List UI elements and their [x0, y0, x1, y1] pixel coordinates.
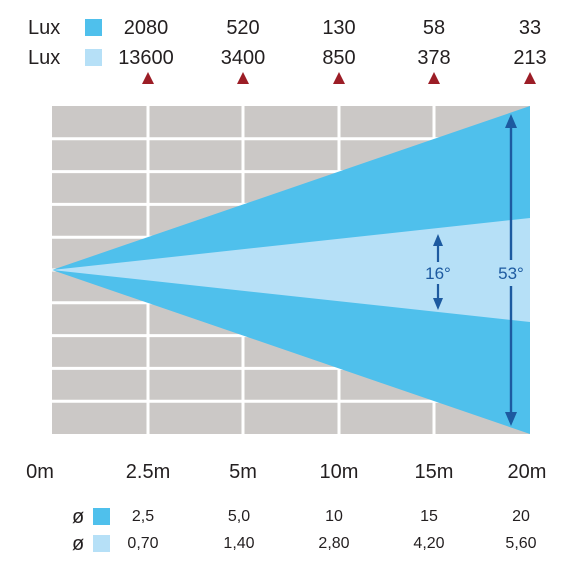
lux-value: 213: [513, 47, 546, 69]
wide-angle-label-bg: [494, 260, 528, 286]
distance-label: 2.5m: [126, 461, 170, 483]
diameter-value: 5,60: [505, 535, 536, 552]
distance-labels: 0m 2.5m 5m 10m 15m 20m: [26, 461, 546, 483]
diameter-row-2-label: ø: [72, 533, 84, 555]
lux-row-2-swatch: [85, 49, 102, 66]
lux-value: 850: [322, 47, 355, 69]
lux-row-1-label: Lux: [28, 17, 60, 39]
lux-row-2-label: Lux: [28, 47, 60, 69]
lux-value: 33: [519, 17, 541, 39]
distance-marker: [333, 72, 345, 84]
distance-marker: [142, 72, 154, 84]
diameter-value: 2,5: [132, 508, 154, 525]
lux-value: 3400: [221, 47, 266, 69]
distance-markers: [142, 72, 536, 84]
narrow-beam: [52, 218, 530, 322]
lux-value: 378: [417, 47, 450, 69]
lux-value: 2080: [124, 17, 169, 39]
diameter-values: 2,5 5,0 10 15 20 0,70 1,40 2,80 4,20 5,60: [127, 508, 536, 552]
diameter-value: 0,70: [127, 535, 158, 552]
distance-label: 5m: [229, 461, 257, 483]
diameter-value: 10: [325, 508, 343, 525]
wide-angle-label: 53°: [498, 264, 524, 283]
distance-label: 0m: [26, 461, 54, 483]
lux-value: 58: [423, 17, 445, 39]
diameter-value: 20: [512, 508, 530, 525]
lux-value: 13600: [118, 47, 174, 69]
distance-marker: [237, 72, 249, 84]
distance-label: 10m: [320, 461, 359, 483]
lux-values: 2080 520 130 58 33 13600 3400 850 378 213: [118, 17, 547, 69]
diameter-row-1-label: ø: [72, 506, 84, 528]
diameter-value: 4,20: [413, 535, 444, 552]
lux-row-1-swatch: [85, 19, 102, 36]
diameter-row-1-swatch: [93, 508, 110, 525]
distance-label: 20m: [508, 461, 547, 483]
narrow-angle-label-bg: [424, 262, 454, 284]
diameter-value: 5,0: [228, 508, 250, 525]
distance-label: 15m: [415, 461, 454, 483]
diameter-row-2-swatch: [93, 535, 110, 552]
distance-marker: [428, 72, 440, 84]
diameter-value: 15: [420, 508, 438, 525]
narrow-angle-label: 16°: [425, 264, 451, 283]
distance-marker: [524, 72, 536, 84]
lux-value: 520: [226, 17, 259, 39]
diameter-value: 2,80: [318, 535, 349, 552]
lux-value: 130: [322, 17, 355, 39]
diameter-value: 1,40: [223, 535, 254, 552]
